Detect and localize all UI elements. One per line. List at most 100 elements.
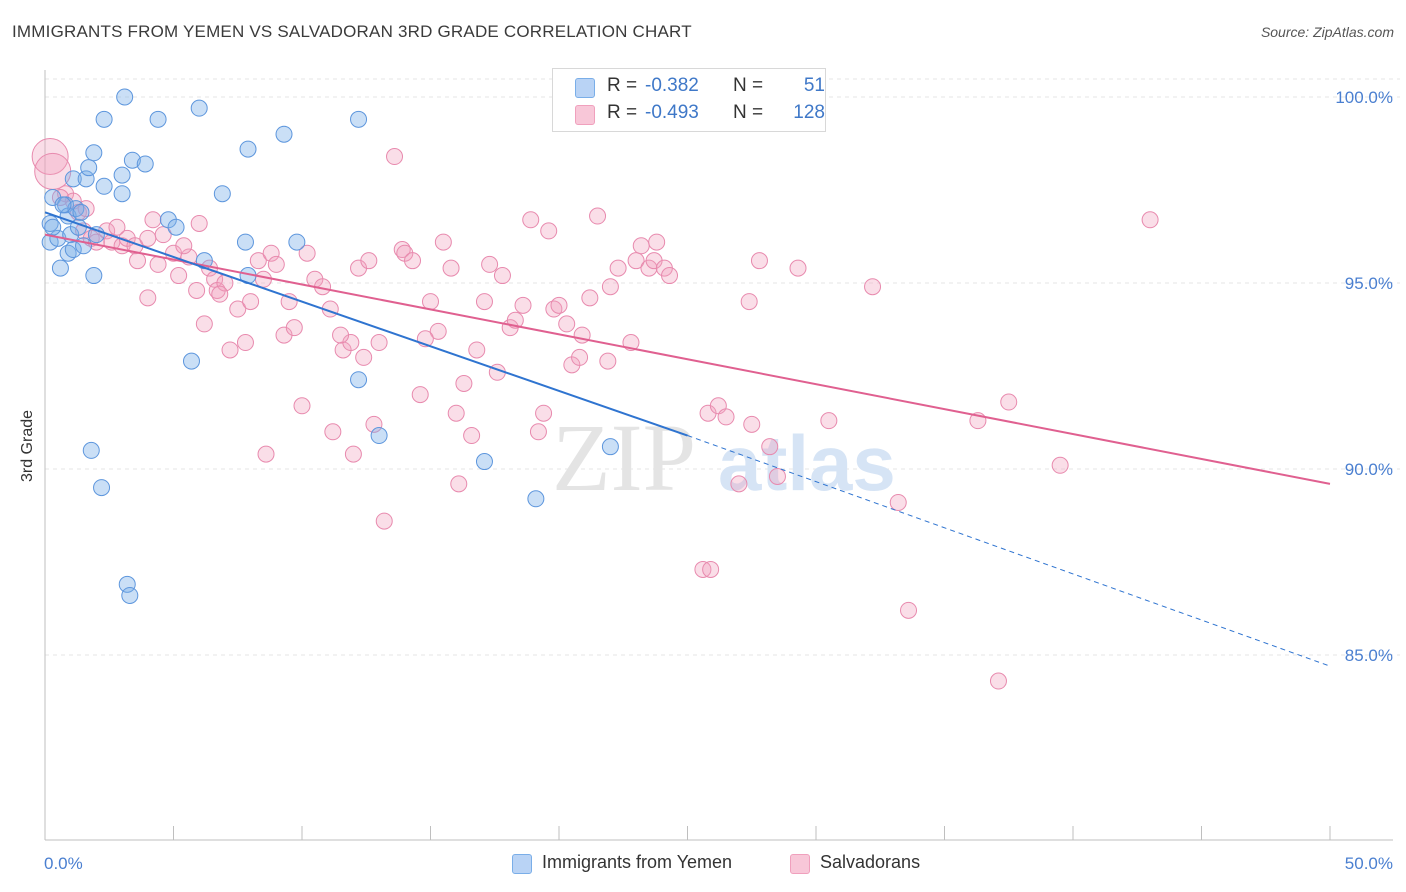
watermark: ZIP atlas [552,404,896,511]
trend-line-yemen-extension [687,435,1331,667]
y-tick-label: 95.0% [1345,274,1393,293]
y-tick-label: 85.0% [1345,646,1393,665]
legend-r-label: R = [607,102,638,123]
point-salvadorans [730,475,748,493]
point-salvadorans [257,445,275,463]
point-salvadorans [324,423,342,441]
point-salvadorans [550,296,568,314]
point-yemen [64,241,82,259]
point-yemen [350,110,368,128]
point-yemen [213,185,231,203]
y-tick-label: 100.0% [1335,88,1393,107]
point-salvadorans [558,315,576,333]
point-salvadorans [175,237,193,255]
point-salvadorans [463,427,481,445]
point-yemen [95,110,113,128]
point-salvadorans [298,244,316,262]
point-yemen [82,441,100,459]
point-salvadorans [375,512,393,530]
point-salvadorans [864,278,882,296]
point-salvadorans [108,218,126,236]
point-yemen [370,427,388,445]
point-salvadorans [144,211,162,229]
trend-line-yemen [44,211,688,437]
point-salvadorans [422,293,439,311]
point-salvadorans [1051,456,1069,474]
point-salvadorans [450,475,468,493]
point-salvadorans [404,252,422,270]
legend-n-value: 128 [793,102,825,123]
point-yemen [123,151,141,169]
point-salvadorans [468,341,486,359]
legend-n-label: N = [733,75,764,96]
point-salvadorans [190,214,208,232]
point-salvadorans [989,672,1007,690]
bottom-legend-label: Immigrants from Yemen [542,852,733,872]
point-salvadorans [31,138,69,176]
point-salvadorans [344,445,362,463]
point-salvadorans [522,211,540,229]
point-salvadorans [1141,211,1159,229]
point-yemen [77,170,95,188]
point-salvadorans [293,397,311,415]
point-yemen [51,259,69,277]
point-salvadorans [170,267,188,285]
point-yemen [118,575,136,593]
point-salvadorans [332,326,350,344]
point-yemen [236,233,254,251]
point-salvadorans [743,415,761,433]
legend-r-value: -0.382 [645,75,699,96]
point-yemen [121,586,139,604]
point-yemen [527,490,545,508]
point-yemen [167,218,185,236]
series-yemen [41,88,619,604]
point-salvadorans [188,281,206,299]
x-tick-label: 0.0% [44,854,83,873]
point-yemen [116,88,134,106]
point-yemen [239,140,257,158]
point-yemen [41,233,59,251]
x-tick-label: 50.0% [1345,854,1393,873]
point-salvadorans [581,289,599,307]
point-salvadorans [789,259,807,277]
point-salvadorans [599,352,617,370]
point-salvadorans [661,267,679,285]
point-salvadorans [535,404,553,422]
point-salvadorans [601,278,619,296]
point-salvadorans [571,348,589,366]
point-salvadorans [820,412,838,430]
point-salvadorans [360,252,378,270]
point-yemen [190,99,208,117]
trend-line-salvadorans [44,233,1331,485]
point-salvadorans [285,319,303,337]
point-salvadorans [365,415,383,433]
point-yemen [113,166,131,184]
point-salvadorans [900,601,918,619]
point-salvadorans [386,148,404,166]
point-salvadorans [242,293,260,311]
watermark-zip: ZIP [552,404,696,511]
point-yemen [85,267,103,285]
bottom-legend-swatch-pink [790,854,810,874]
point-yemen [80,159,98,177]
point-yemen [136,155,154,173]
point-salvadorans [129,252,147,270]
point-salvadorans [249,252,267,270]
watermark-atlas: atlas [718,419,896,507]
point-yemen [182,352,200,370]
legend-n-label: N = [733,102,764,123]
point-salvadorans [254,270,272,288]
point-salvadorans [236,334,254,352]
point-salvadorans [493,267,511,285]
legend-swatch-blue [575,78,595,98]
point-yemen [95,177,113,195]
legend-swatch-pink [575,105,595,125]
grid-lines [45,78,1400,656]
point-salvadorans [475,293,493,311]
point-salvadorans [149,255,167,273]
tick-labels: 85.0% 90.0% 95.0% 100.0% 0.0% 50.0% [44,88,1393,873]
point-salvadorans [702,560,720,578]
point-salvadorans [370,334,388,352]
point-salvadorans [34,152,72,190]
